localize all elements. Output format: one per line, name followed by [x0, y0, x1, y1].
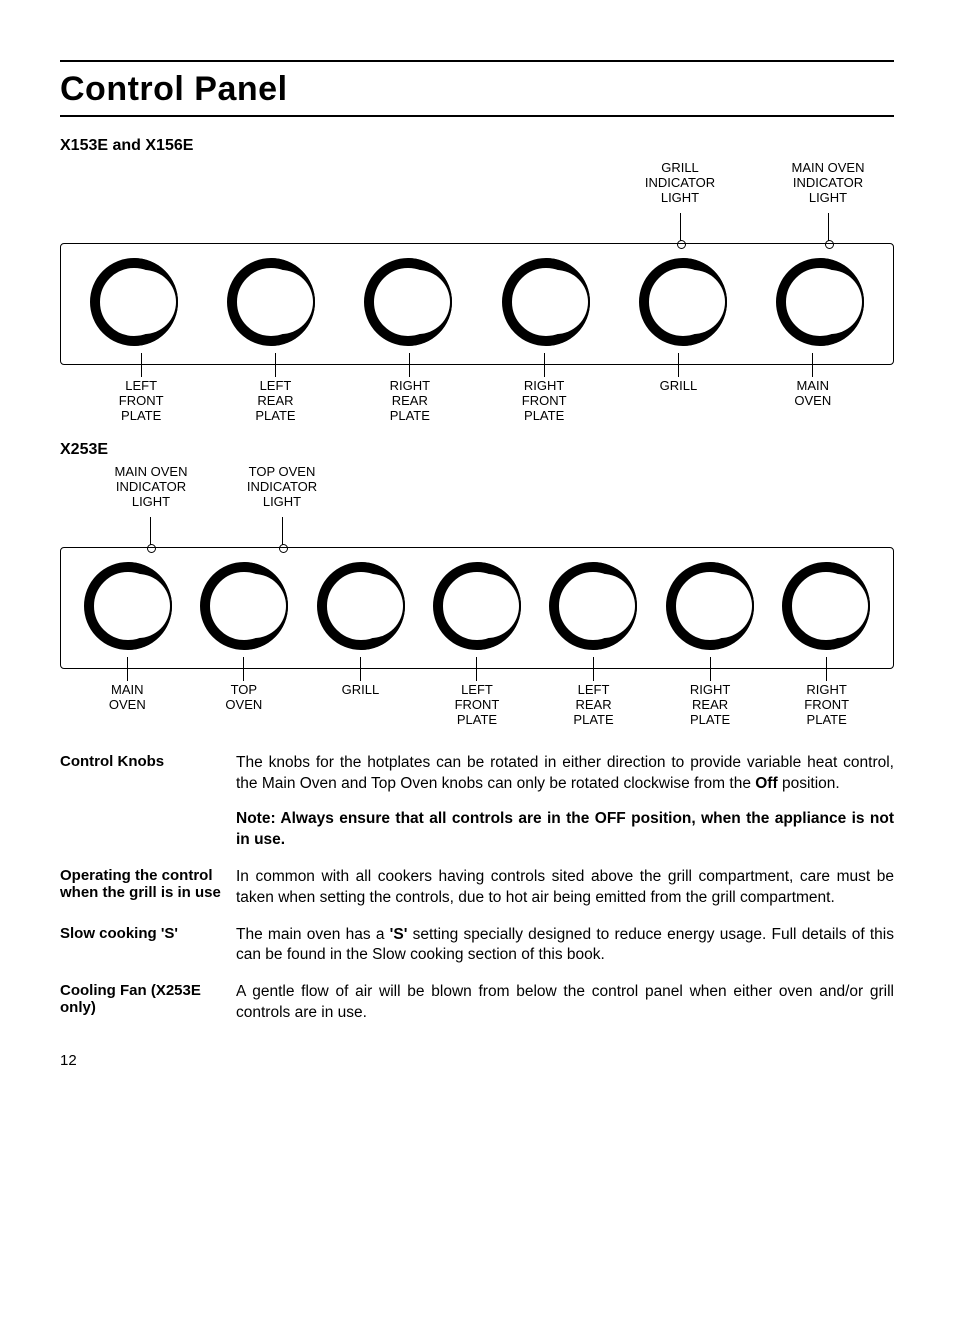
knob-icon [782, 562, 870, 650]
diagram-a-top-tick-0 [680, 213, 681, 223]
diagram-a-lead-0 [680, 223, 681, 245]
knob-b-bl-4: LEFTREARPLATE [548, 653, 640, 731]
page-title: Control Panel [60, 70, 894, 109]
knob-label: LEFTFRONTPLATE [455, 683, 500, 731]
knob-icon [227, 258, 315, 346]
knob-label: RIGHTFRONTPLATE [522, 379, 567, 427]
model-a-heading: X153E and X156E [60, 137, 894, 155]
knob-icon [549, 562, 637, 650]
knob-a-4 [629, 258, 737, 346]
knob-a-bl-1: LEFTREARPLATE [221, 349, 329, 427]
knob-a-bl-3: RIGHTFRONTPLATE [490, 349, 598, 427]
knob-label: LEFTREARPLATE [573, 683, 613, 731]
knob-icon [364, 258, 452, 346]
section-cooling: Cooling Fan (X253E only) A gentle flow o… [60, 982, 894, 1024]
section-heading: Slow cooking 'S' [60, 925, 236, 967]
knob-icon [84, 562, 172, 650]
diagram-b-top-tick-0 [150, 517, 151, 527]
knob-a-bl-0: LEFTFRONTPLATE [87, 349, 195, 427]
knob-b-bl-5: RIGHTREARPLATE [664, 653, 756, 731]
knob-icon [200, 562, 288, 650]
knob-label: LEFTFRONTPLATE [119, 379, 164, 427]
knob-b-3 [431, 562, 523, 650]
knob-icon [666, 562, 754, 650]
knob-label: MAINOVEN [109, 683, 146, 731]
knob-icon [317, 562, 405, 650]
diagram-b-top-tick-1 [282, 517, 283, 527]
diagram-a-lead-1 [828, 223, 829, 245]
knob-a-bl-2: RIGHTREARPLATE [356, 349, 464, 427]
diagram-b-bottom-labels: MAINOVEN TOPOVEN GRILL LEFTFRONTPLATE LE… [60, 653, 894, 731]
knob-label: GRILL [342, 683, 380, 731]
knob-b-bl-3: LEFTFRONTPLATE [431, 653, 523, 731]
knob-label: RIGHTREARPLATE [390, 379, 430, 427]
page-number: 12 [60, 1052, 894, 1069]
knob-b-2 [315, 562, 407, 650]
knob-b-1 [198, 562, 290, 650]
diagram-a: GRILLINDICATORLIGHT MAIN OVENINDICATORLI… [60, 161, 894, 421]
knob-b-bl-1: TOPOVEN [198, 653, 290, 731]
section-body: A gentle flow of air will be blown from … [236, 982, 894, 1024]
section-heading: Control Knobs [60, 753, 236, 851]
knob-b-bl-6: RIGHTFRONTPLATE [781, 653, 873, 731]
section-body: In common with all cookers having contro… [236, 867, 894, 909]
knob-b-bl-2: GRILL [314, 653, 406, 731]
rule-under-title [60, 115, 894, 117]
knob-label: LEFTREARPLATE [255, 379, 295, 427]
knob-a-1 [217, 258, 325, 346]
diagram-a-top-label-0: GRILLINDICATORLIGHT [620, 161, 740, 206]
diagram-b-panel [60, 547, 894, 669]
knob-a-3 [492, 258, 600, 346]
knob-icon [502, 258, 590, 346]
knob-a-bl-5: MAINOVEN [759, 349, 867, 427]
diagram-b-lead-1 [282, 527, 283, 549]
diagram-b-top-label-0: MAIN OVENINDICATORLIGHT [86, 465, 216, 510]
knob-a-5 [766, 258, 874, 346]
knob-b-4 [547, 562, 639, 650]
knob-icon [639, 258, 727, 346]
rule-top [60, 60, 894, 62]
knob-icon [776, 258, 864, 346]
note-text: Note: Always ensure that all controls ar… [236, 809, 894, 851]
knob-icon [433, 562, 521, 650]
knob-b-5 [664, 562, 756, 650]
knob-label: MAINOVEN [794, 379, 831, 427]
diagram-b-lead-0 [150, 527, 151, 549]
knob-a-bl-4: GRILL [624, 349, 732, 427]
diagram-b: MAIN OVENINDICATORLIGHT TOP OVENINDICATO… [60, 465, 894, 733]
section-body: The knobs for the hotplates can be rotat… [236, 753, 894, 851]
diagram-a-top-label-1: MAIN OVENINDICATORLIGHT [768, 161, 888, 206]
knob-a-0 [80, 258, 188, 346]
section-heading: Operating the control when the grill is … [60, 867, 236, 909]
knob-b-0 [82, 562, 174, 650]
section-slow: Slow cooking 'S' The main oven has a 'S'… [60, 925, 894, 967]
section-control-knobs: Control Knobs The knobs for the hotplate… [60, 753, 894, 851]
knob-a-2 [354, 258, 462, 346]
knob-label: GRILL [660, 379, 698, 427]
knob-label: RIGHTFRONTPLATE [804, 683, 849, 731]
knob-label: RIGHTREARPLATE [690, 683, 730, 731]
model-b-heading: X253E [60, 441, 894, 459]
diagram-b-top-label-1: TOP OVENINDICATORLIGHT [222, 465, 342, 510]
knob-icon [90, 258, 178, 346]
section-operating: Operating the control when the grill is … [60, 867, 894, 909]
knob-b-bl-0: MAINOVEN [81, 653, 173, 731]
section-body: The main oven has a 'S' setting speciall… [236, 925, 894, 967]
diagram-a-bottom-labels: LEFTFRONTPLATE LEFTREARPLATE RIGHTREARPL… [60, 349, 894, 427]
diagram-a-panel [60, 243, 894, 365]
diagram-a-top-tick-1 [828, 213, 829, 223]
section-heading: Cooling Fan (X253E only) [60, 982, 236, 1024]
knob-b-6 [780, 562, 872, 650]
knob-label: TOPOVEN [225, 683, 262, 731]
